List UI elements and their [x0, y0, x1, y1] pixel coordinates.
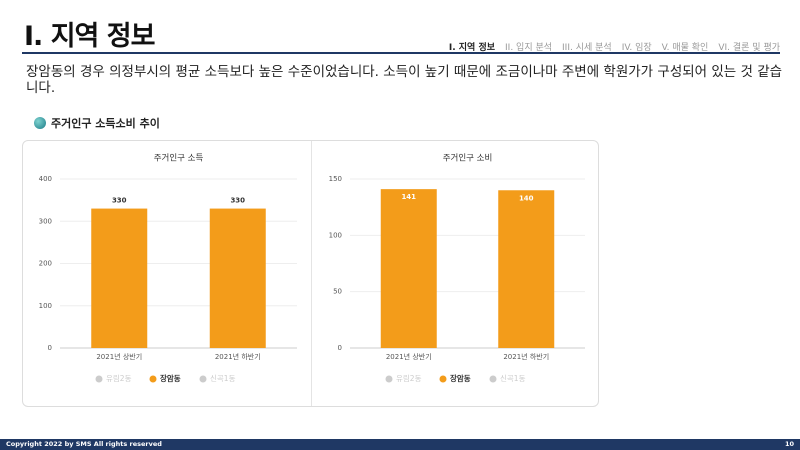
legend-marker [149, 375, 157, 383]
section-text: 주거인구 소득소비 추이 [51, 117, 160, 130]
legend-marker [385, 375, 393, 383]
nav-item[interactable]: I. 지역 정보 [448, 43, 496, 53]
bar [209, 208, 266, 348]
footer: Copyright 2022 by SMS All rights reserve… [0, 439, 800, 450]
legend-label: 신곡1동 [210, 374, 236, 383]
x-tick-label: 2021년 상반기 [96, 352, 142, 361]
y-tick-label: 400 [39, 175, 52, 183]
x-tick-label: 2021년 상반기 [386, 352, 432, 361]
paragraph: 장암동의 경우 의정부시의 평균 소득보다 높은 수준이었습니다. 소득이 높기… [26, 64, 783, 96]
nav-item[interactable]: V. 매물 확인 [661, 43, 709, 53]
data-label: 330 [230, 197, 245, 205]
bar [498, 190, 555, 348]
bullet [34, 117, 46, 129]
chart-card [22, 140, 599, 407]
chart-title: 주거인구 소득 [154, 153, 204, 164]
nav-item[interactable]: III. 시세 분석 [562, 43, 612, 53]
copyright: Copyright 2022 by SMS All rights reserve… [6, 440, 162, 448]
header-rule [22, 52, 780, 54]
legend-marker [199, 375, 207, 383]
page-number: 10 [784, 440, 794, 448]
y-tick-label: 200 [39, 260, 52, 268]
legend-label: 장암동 [160, 373, 181, 383]
legend-label: 장암동 [450, 373, 471, 383]
y-tick-label: 300 [39, 217, 52, 225]
y-tick-label: 0 [48, 344, 52, 352]
nav: I. 지역 정보 II. 입지 분석 III. 시세 분석 IV. 임장 V. … [449, 40, 780, 53]
nav-item[interactable]: II. 입지 분석 [505, 43, 553, 53]
y-tick-label: 50 [333, 288, 342, 296]
bar [380, 189, 437, 348]
slide-title: I. 지역 정보 [24, 21, 155, 52]
x-tick-label: 2021년 하반기 [503, 352, 549, 361]
y-tick-label: 100 [329, 231, 342, 239]
data-label: 330 [112, 197, 127, 205]
legend-label: 유림2동 [106, 374, 132, 383]
legend-marker [439, 375, 447, 383]
legend-marker [95, 375, 103, 383]
legend-label: 신곡1동 [500, 374, 526, 383]
legend-marker [489, 375, 497, 383]
y-tick-label: 0 [338, 344, 342, 352]
section-title: 주거인구 소득소비 추이 [34, 115, 160, 131]
nav-item[interactable]: VI. 결론 및 평가 [718, 43, 780, 53]
bar [91, 208, 148, 348]
nav-item[interactable]: IV. 임장 [621, 43, 652, 53]
data-label: 141 [401, 193, 416, 201]
chart-title: 주거인구 소비 [443, 153, 493, 164]
y-tick-label: 100 [39, 302, 52, 310]
divider [311, 141, 312, 406]
y-tick-label: 150 [329, 175, 342, 183]
x-tick-label: 2021년 하반기 [215, 352, 261, 361]
legend-label: 유림2동 [396, 374, 422, 383]
data-label: 140 [519, 194, 534, 202]
